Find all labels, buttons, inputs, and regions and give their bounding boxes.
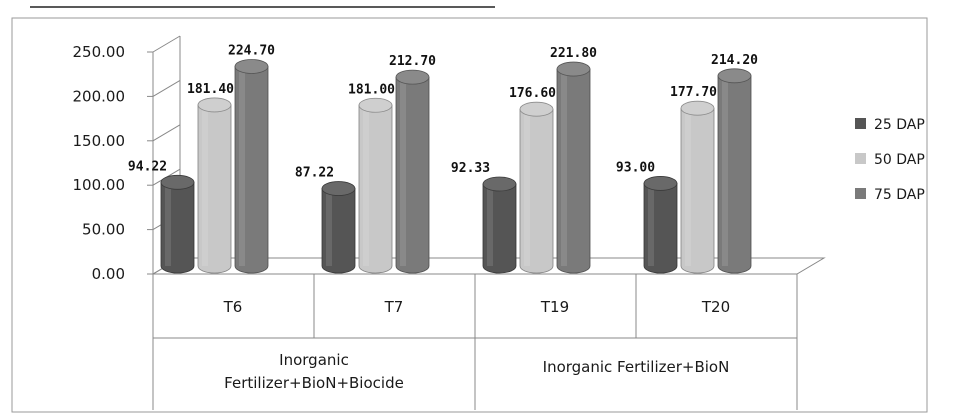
bar — [519, 101, 554, 274]
bar-top — [197, 97, 232, 113]
bar — [160, 174, 195, 274]
bar-highlight — [363, 105, 369, 266]
legend-label: 50 DAP — [874, 152, 925, 168]
bar — [234, 59, 269, 274]
legend: 25 DAP 50 DAP 75 DAP — [855, 117, 925, 203]
data-label: 181.40 — [187, 82, 234, 97]
bar — [643, 176, 678, 274]
bar-top — [395, 69, 430, 85]
bar — [197, 97, 232, 274]
y-tick-label: 0.00 — [92, 265, 125, 283]
bar-top — [519, 101, 554, 117]
x-tick-label: T6 — [223, 298, 243, 316]
x-group-label: Inorganic Fertilizer+BioN — [543, 358, 730, 376]
bar — [680, 100, 715, 274]
data-label: 177.70 — [670, 85, 717, 100]
bar — [395, 69, 430, 274]
bar — [321, 181, 356, 274]
y-tick-label: 150.00 — [73, 132, 126, 150]
data-label: 176.60 — [509, 86, 556, 101]
legend-item: 75 DAP — [855, 187, 925, 203]
bar-highlight — [561, 69, 567, 267]
bar — [717, 68, 752, 274]
y-tick-depth-line — [152, 79, 181, 97]
data-label: 87.22 — [295, 166, 334, 181]
bar-highlight — [524, 109, 530, 266]
x-tick-label: T7 — [384, 298, 404, 316]
y-tick-label: 50.00 — [82, 221, 125, 239]
legend-swatch — [855, 188, 866, 199]
data-label: 92.33 — [451, 161, 490, 176]
bar-top — [482, 176, 517, 192]
legend-swatch — [855, 153, 866, 164]
x-axis: T6 T7 T19 T20 Inorganic Fertilizer+BioN+Bioci… — [152, 274, 798, 410]
bar-highlight — [487, 184, 493, 266]
bar-top — [717, 68, 752, 84]
bar-top — [680, 100, 715, 116]
y-axis-ticks: 0.00 50.00 100.00 150.00 200.00 250.00 — [73, 35, 181, 283]
plot-area-frame — [11, 17, 928, 413]
bar-highlight — [685, 108, 691, 267]
data-label: 181.00 — [348, 82, 395, 97]
bar-highlight — [722, 75, 728, 266]
legend-item: 25 DAP — [855, 117, 925, 133]
bar-highlight — [648, 183, 654, 266]
bars — [160, 59, 752, 274]
bar-top — [643, 176, 678, 191]
bar — [556, 61, 591, 274]
data-label: 94.22 — [128, 159, 167, 174]
data-label: 93.00 — [616, 160, 655, 175]
y-tick-label: 250.00 — [73, 43, 126, 61]
bar-top — [160, 174, 195, 190]
data-label: 214.20 — [711, 53, 758, 68]
x-group-label: Inorganic Fertilizer+BioN+Biocide — [224, 351, 404, 392]
bar-top — [556, 61, 591, 77]
bar — [358, 97, 393, 274]
data-label: 221.80 — [550, 46, 597, 61]
y-tick-label: 200.00 — [73, 87, 126, 105]
data-label: 224.70 — [228, 43, 275, 58]
bar-highlight — [326, 188, 332, 266]
y-tick-depth-line — [152, 35, 181, 53]
bar — [482, 176, 517, 274]
data-labels: 94.22 181.40 224.70 87.22 181.00 212.70 92.33 1… — [128, 43, 758, 180]
bar-top — [358, 97, 393, 113]
legend-label: 75 DAP — [874, 187, 925, 203]
x-tick-label: T19 — [540, 298, 569, 316]
bar-top — [234, 59, 269, 74]
legend-item: 50 DAP — [855, 152, 925, 168]
bar-highlight — [239, 66, 245, 266]
bar-highlight — [400, 77, 406, 266]
x-tick-label: T20 — [701, 298, 730, 316]
bar-highlight — [202, 104, 208, 266]
legend-swatch — [855, 118, 866, 129]
legend-label: 25 DAP — [874, 117, 925, 133]
y-tick-label: 100.00 — [73, 176, 126, 194]
data-label: 212.70 — [389, 54, 436, 69]
y-tick-depth-line — [152, 124, 181, 142]
bar-highlight — [165, 182, 171, 266]
bar-top — [321, 181, 356, 196]
